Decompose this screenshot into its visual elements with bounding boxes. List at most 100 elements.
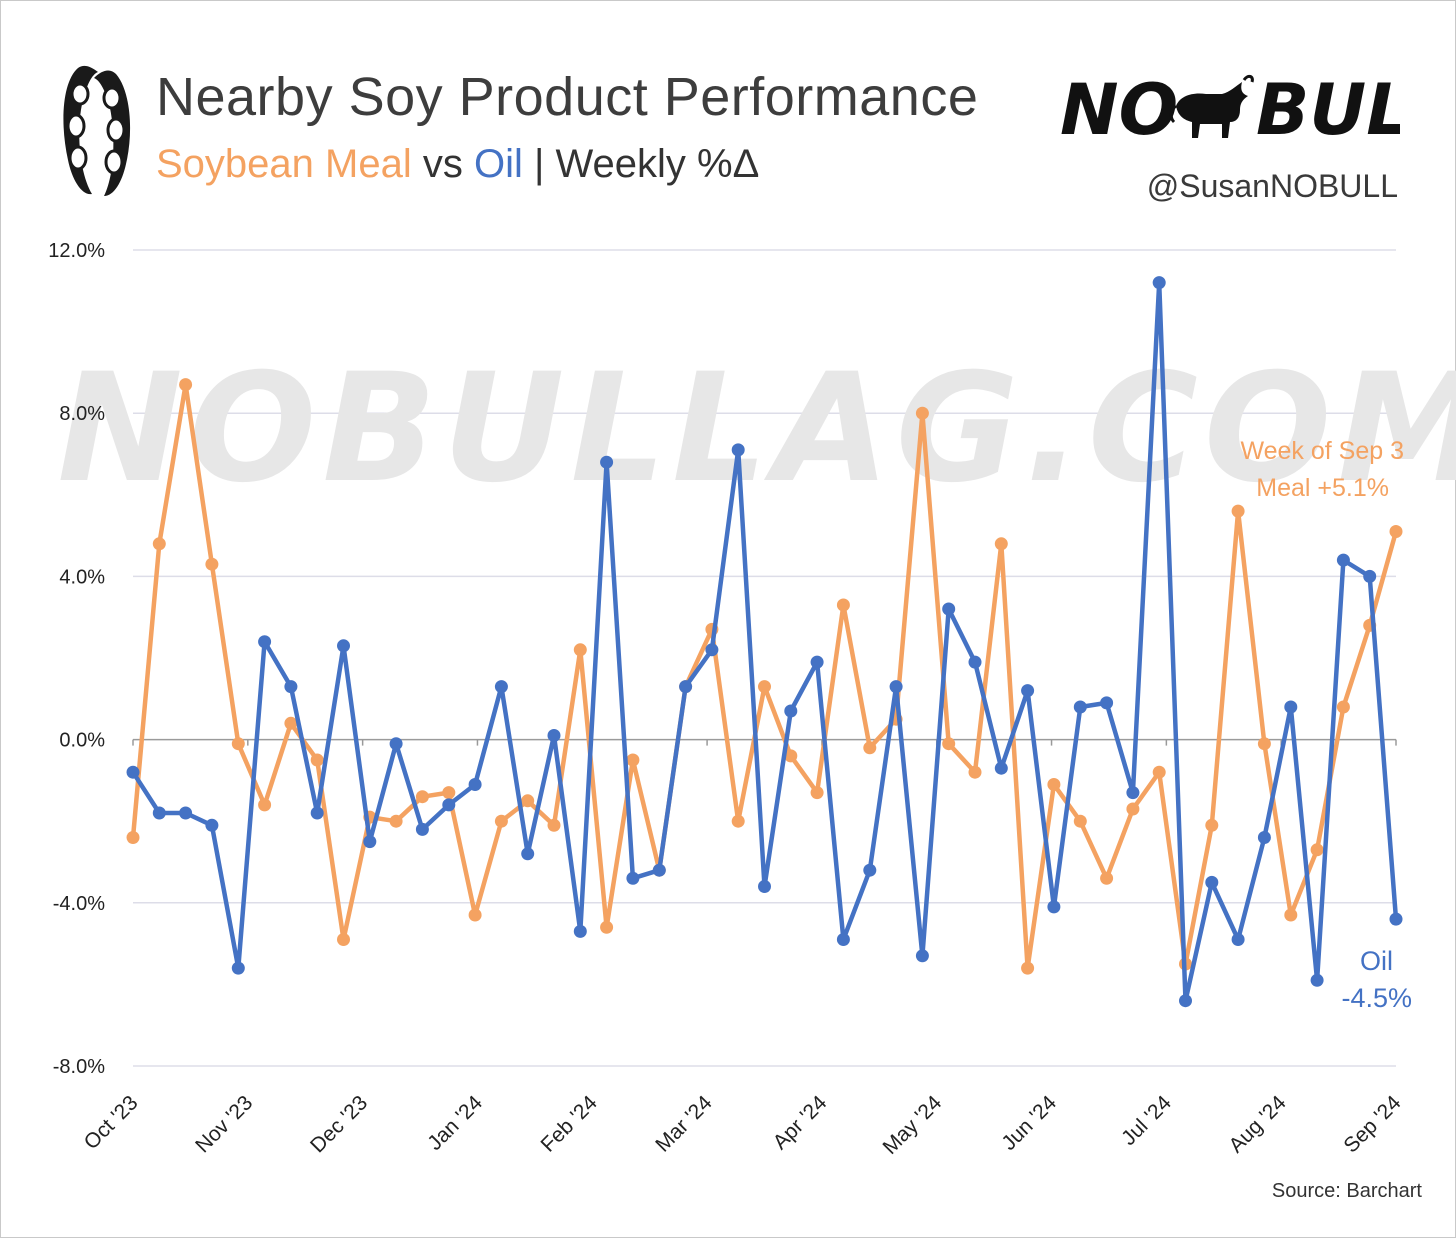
meal-point: [1126, 802, 1140, 816]
meal-point: [494, 814, 508, 828]
oil-point: [1073, 700, 1087, 714]
oil-point: [942, 602, 956, 616]
oil-point: [494, 680, 508, 694]
meal-point: [1073, 814, 1087, 828]
subtitle-oil: Oil: [473, 142, 523, 186]
oil-point: [1126, 786, 1140, 800]
meal-point: [573, 643, 587, 657]
oil-point: [547, 729, 561, 742]
oil-point: [126, 765, 140, 779]
oil-point: [573, 924, 587, 938]
meal-point: [1389, 525, 1403, 538]
oil-point: [231, 961, 245, 975]
oil-point: [600, 455, 614, 469]
meal-point: [942, 737, 956, 751]
oil-point: [679, 680, 693, 694]
meal-point: [442, 786, 456, 800]
oil-point: [836, 933, 850, 946]
meal-point: [1257, 737, 1271, 751]
meal-point: [205, 557, 219, 571]
meal-point: [547, 818, 561, 832]
oil-point: [758, 880, 771, 893]
no-bull-logo: NO BULL: [1060, 69, 1400, 151]
y-tick-label: -8.0%: [53, 1056, 105, 1078]
logo-text-left: NO: [1060, 69, 1178, 151]
meal-point: [126, 831, 140, 844]
oil-point: [968, 655, 982, 669]
meal-annotation-line1: Week of Sep 3: [1240, 437, 1404, 465]
oil-point: [994, 761, 1008, 775]
subtitle-meal: Soybean Meal: [156, 142, 412, 186]
oil-point: [1231, 933, 1245, 946]
x-tick-label: Sep '24: [1339, 1091, 1405, 1157]
meal-point: [337, 933, 350, 946]
y-tick-label: 0.0%: [59, 730, 105, 752]
x-tick-label: Jun '24: [997, 1091, 1061, 1155]
meal-point: [758, 680, 771, 694]
meal-point: [258, 798, 272, 812]
y-tick-label: 4.0%: [59, 566, 105, 588]
oil-point: [337, 639, 350, 653]
meal-point: [810, 786, 824, 800]
oil-point: [284, 680, 298, 694]
oil-annotation-line2: -4.5%: [1341, 983, 1412, 1013]
oil-point: [521, 847, 535, 861]
chart-subtitle: Soybean Meal vs Oil | Weekly %Δ: [156, 142, 759, 187]
oil-point: [468, 778, 482, 791]
meal-point: [784, 749, 798, 763]
meal-point: [179, 378, 193, 392]
oil-point: [1047, 900, 1061, 914]
gridlines: [133, 249, 1396, 1067]
oil-point: [652, 863, 666, 877]
chart-title: Nearby Soy Product Performance: [156, 67, 979, 127]
oil-point: [1021, 684, 1035, 698]
oil-point: [1179, 994, 1192, 1008]
x-tick-label: Mar '24: [651, 1091, 717, 1157]
meal-point: [1047, 778, 1061, 791]
meal-point: [310, 753, 324, 767]
x-tick-label: Oct '23: [80, 1091, 143, 1154]
y-tick-label: -4.0%: [53, 893, 105, 915]
meal-point: [1336, 700, 1350, 714]
meal-point: [1231, 504, 1245, 518]
meal-point: [521, 794, 535, 808]
meal-point: [1021, 961, 1035, 975]
x-tick-label: Feb '24: [536, 1091, 602, 1157]
oil-point: [415, 822, 429, 836]
oil-point: [205, 818, 219, 832]
subtitle-rest: | Weekly %Δ: [534, 142, 760, 186]
oil-point: [731, 443, 745, 457]
meal-point: [415, 790, 429, 804]
meal-point: [152, 537, 166, 551]
meal-annotation-line2: Meal +5.1%: [1256, 474, 1389, 502]
source-note: Source: Barchart: [1271, 1180, 1422, 1202]
oil-point: [863, 863, 877, 877]
meal-point: [994, 537, 1008, 551]
meal-point: [468, 908, 482, 922]
soybean-pod-icon: [63, 65, 131, 196]
meal-point: [626, 753, 640, 767]
subtitle-vs: vs: [422, 142, 463, 186]
y-axis-ticks: -8.0% -4.0% 0.0% 4.0% 8.0% 12.0%: [48, 240, 105, 1078]
meal-point: [863, 741, 877, 755]
oil-point: [1310, 973, 1324, 987]
x-tick-label: Aug '24: [1225, 1091, 1291, 1157]
x-tick-label: Jul '24: [1117, 1091, 1176, 1150]
meal-point: [836, 598, 850, 612]
oil-point: [889, 680, 903, 694]
watermark: NOBULLAG.COM: [57, 342, 1456, 516]
social-handle: @SusanNOBULL: [1146, 168, 1398, 204]
oil-point: [1336, 553, 1350, 567]
oil-point: [152, 806, 166, 820]
oil-point: [915, 949, 929, 963]
oil-point: [1363, 569, 1377, 583]
y-tick-label: 8.0%: [59, 403, 105, 425]
oil-point: [1389, 912, 1403, 926]
y-tick-label: 12.0%: [48, 240, 105, 262]
meal-point: [1310, 843, 1324, 857]
oil-point: [389, 737, 403, 751]
meal-point: [1100, 871, 1114, 885]
x-tick-label: Jan '24: [423, 1091, 487, 1155]
